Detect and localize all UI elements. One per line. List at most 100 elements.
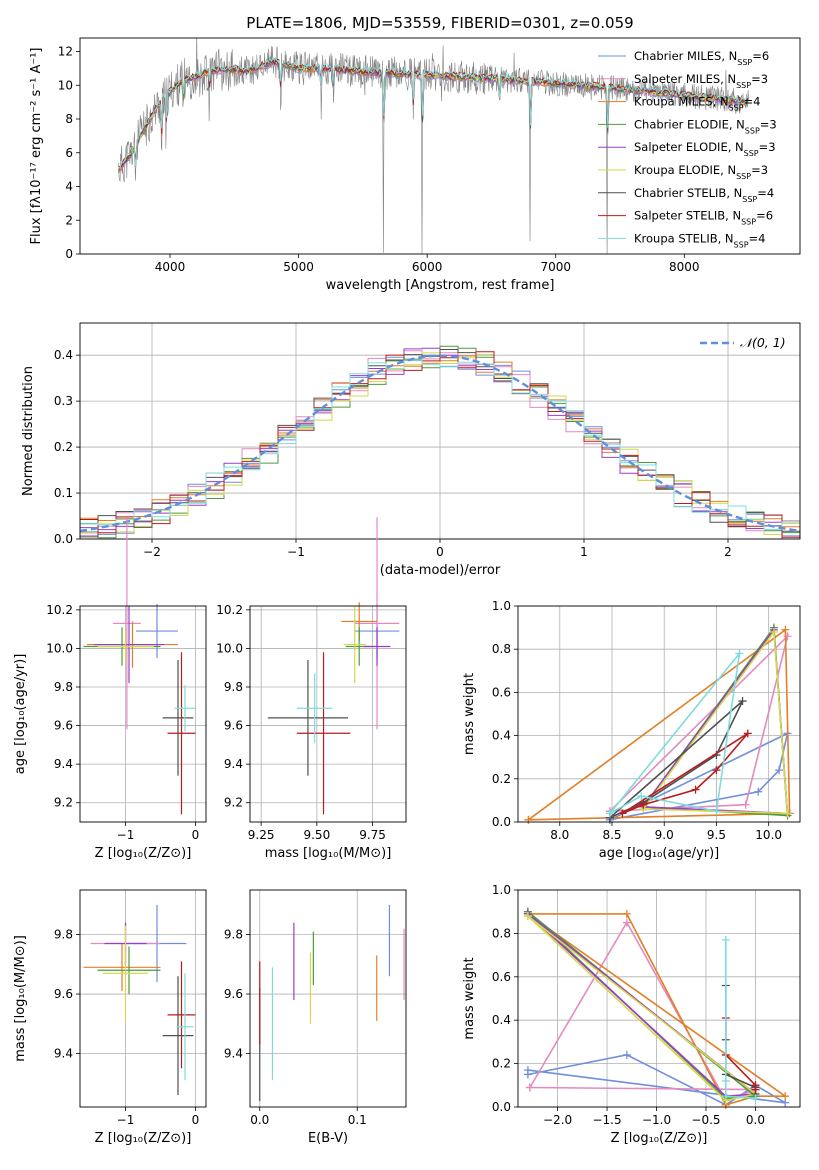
weight-point-marker — [605, 809, 614, 818]
y-tick-label: 9.4 — [54, 1046, 73, 1060]
x-tick-label: 0 — [436, 545, 444, 559]
x-tick-label: −1.0 — [642, 1113, 671, 1127]
axes-frame — [249, 605, 407, 823]
y-tick-label: 0.0 — [492, 1100, 511, 1114]
weight-point-marker — [525, 1083, 534, 1092]
age-vs-mass-panel: 9.25 9.50 9.75 9.2 9.4 9.6 9.8 10.0 10.2 mass [lo… — [216, 517, 407, 861]
weight-series-line — [725, 985, 757, 1094]
y-tick-label: 9.8 — [54, 680, 73, 694]
weight-series-line — [609, 633, 789, 812]
weight-series-line — [527, 628, 791, 821]
legend-entry: Salpeter ELODIE, NSSP=3 — [634, 140, 776, 158]
y-tick-label: 10.2 — [216, 603, 243, 617]
x-tick-label: 5000 — [283, 260, 314, 274]
legend-entry: Chabrier ELODIE, NSSP=3 — [634, 117, 777, 135]
y-tick-label: 9.6 — [224, 719, 243, 733]
y-tick-label: 0.1 — [54, 486, 73, 500]
y-axis-label: mass weight — [462, 957, 477, 1039]
weight-point-marker — [769, 627, 778, 636]
model-spectrum-line — [118, 56, 749, 169]
histogram-step — [80, 351, 800, 538]
y-tick-label: 0.6 — [492, 970, 511, 984]
weight-point-marker — [781, 1092, 790, 1101]
weight-point-marker — [712, 807, 721, 816]
x-tick-label: 7000 — [540, 260, 571, 274]
weight-point-marker — [637, 792, 646, 801]
weight-point-marker — [523, 1066, 532, 1075]
normal-curve — [79, 354, 801, 533]
y-axis-label: age [log₁₀(age/yr)] — [13, 654, 28, 775]
x-axis-label: (data-model)/error — [380, 563, 501, 578]
axes-frame — [517, 605, 801, 823]
mass-vs-metallicity-panel: −1 0 9.4 9.6 9.8 Z [log₁₀(Z/Z⊙)] mass [log₁₀(M… — [13, 889, 207, 1146]
weight-point-marker — [712, 766, 721, 775]
axes-frame — [79, 37, 801, 255]
y-tick-label: 10.0 — [216, 641, 243, 655]
y-axis-label: mass [log₁₀(M/M⊙)] — [13, 935, 28, 1062]
weight-point-marker — [751, 1085, 760, 1094]
x-axis-label: E(B-V) — [308, 1131, 348, 1146]
y-tick-label: 0.2 — [54, 440, 73, 454]
x-tick-label: 4000 — [155, 260, 186, 274]
weight-point-marker — [618, 809, 627, 818]
x-tick-label: 0.0 — [250, 1113, 269, 1127]
legend-entry: Salpeter MILES, NSSP=3 — [634, 72, 768, 90]
weight-point-marker — [741, 800, 750, 809]
x-tick-label: 9.75 — [359, 828, 386, 842]
x-tick-label: 1 — [580, 545, 588, 559]
x-tick-label: 0 — [192, 828, 200, 842]
weight-point-marker — [735, 649, 744, 658]
x-tick-label: 0.0 — [746, 1113, 765, 1127]
weight-series-line — [609, 700, 744, 819]
y-tick-label: 10.2 — [46, 603, 73, 617]
axes-frame — [79, 889, 207, 1108]
y-tick-label: 10 — [58, 78, 73, 92]
y-tick-label: 0.0 — [54, 532, 73, 546]
legend-entry: Kroupa ELODIE, NSSP=3 — [634, 163, 768, 181]
x-tick-label: 8000 — [669, 260, 700, 274]
x-tick-label: 9.50 — [303, 828, 330, 842]
histogram-step — [80, 359, 800, 530]
y-tick-label: 1.0 — [492, 599, 511, 613]
x-axis-label: Z [log₁₀(Z/Z⊙)] — [611, 1131, 708, 1146]
y-tick-label: 9.6 — [54, 719, 73, 733]
weight-point-marker — [754, 787, 763, 796]
x-tick-label: 2 — [724, 545, 732, 559]
y-tick-label: 0.6 — [492, 685, 511, 699]
x-axis-label: wavelength [Angstrom, rest frame] — [326, 278, 555, 293]
weight-series-line — [609, 650, 741, 815]
x-tick-label: −1.5 — [592, 1113, 621, 1127]
y-tick-label: 8 — [65, 112, 73, 126]
x-axis-label: mass [log₁₀(M/M⊙)] — [265, 846, 392, 861]
legend-entry: Chabrier STELIB, NSSP=4 — [634, 186, 774, 204]
weight-series-line — [725, 1018, 757, 1090]
weight-point-marker — [622, 909, 631, 918]
weight-series-line — [725, 939, 756, 1100]
y-tick-label: 10.0 — [46, 641, 73, 655]
weight-point-marker — [622, 918, 631, 927]
x-tick-label: −1 — [117, 1113, 135, 1127]
weight-series-line — [527, 913, 788, 1106]
weight-point-marker — [691, 785, 700, 794]
mass-weight-vs-age-panel: 8.0 8.5 9.0 9.5 10.0 0.0 0.2 0.4 0.6 0.8 1.0 age [l… — [462, 599, 801, 861]
y-tick-label: 4 — [65, 180, 73, 194]
axes-frame — [79, 322, 801, 540]
y-tick-label: 9.6 — [224, 987, 243, 1001]
x-tick-label: −0.5 — [691, 1113, 720, 1127]
legend-entry: Salpeter STELIB, NSSP=6 — [634, 209, 773, 227]
y-tick-label: 2 — [65, 213, 73, 227]
figure-title: PLATE=1806, MJD=53559, FIBERID=0301, z=0… — [246, 14, 633, 32]
y-tick-label: 9.2 — [54, 796, 73, 810]
weight-point-marker — [639, 800, 648, 809]
y-axis-label: mass weight — [462, 673, 477, 755]
y-tick-label: 9.4 — [224, 757, 243, 771]
mass-vs-ebv-panel: 0.0 0.1 9.4 9.6 9.8 E(B-V) — [224, 889, 407, 1146]
weight-point-marker — [743, 729, 752, 738]
y-tick-label: 0.2 — [492, 772, 511, 786]
y-tick-label: 0.0 — [492, 815, 511, 829]
legend-entry: 𝒩(0, 1) — [740, 335, 786, 350]
weight-point-marker — [721, 1092, 730, 1101]
weight-point-marker — [783, 809, 792, 818]
x-tick-label: −1 — [117, 828, 135, 842]
weight-point-marker — [622, 1050, 631, 1059]
